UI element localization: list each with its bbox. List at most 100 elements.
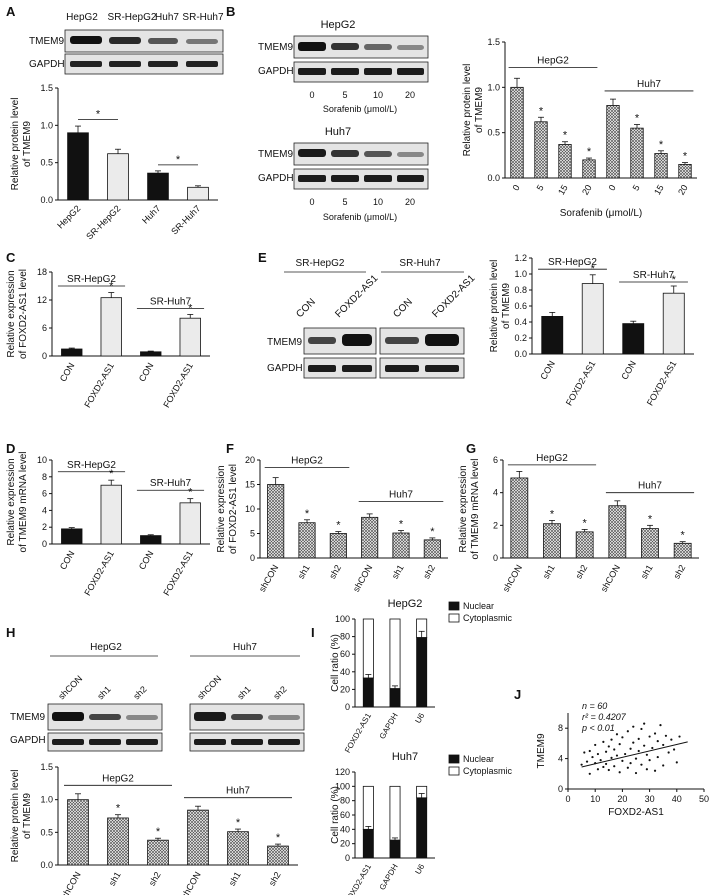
bar [641,528,659,559]
x-tick-label: GAPDH [378,862,400,891]
x-tick-label: 50 [699,794,709,804]
bar [187,186,209,201]
x-tick-label: 0 [565,794,570,804]
y-tick-label: 20 [340,684,350,694]
blot-band [89,714,121,720]
y-tick-label: 0 [345,853,350,863]
scatter-point [656,740,659,743]
scatter-point [651,746,654,750]
significance-star: * [563,130,568,142]
legend-label: Cytoplasmic [463,613,513,623]
x-tick-label: 20 [617,794,627,804]
x-tick-label: sh2 [147,870,163,888]
blot-b-huh7: Huh7 TMEM9 GAPDH 0 5 10 20 Sorafenib (μm… [258,126,429,222]
group-label: Huh7 [226,786,250,797]
bar [606,105,620,179]
scatter-point [643,722,646,725]
scatter-point [621,759,624,762]
blot-band [425,334,459,346]
panel-label-e: E [258,250,267,265]
bar [61,348,83,357]
bar-nuclear [362,677,374,708]
y-tick-label: 40 [340,667,350,677]
significance-star: * [236,817,241,829]
y-tick-label: 2 [493,520,498,530]
bar [392,532,410,559]
y-axis-label: Relative protein level [489,260,500,353]
blot-band [298,42,326,51]
y-tick-label: 8 [558,723,563,733]
x-tick-label: FOXD2-AS1 [161,361,195,409]
blot-group-label: Huh7 [233,642,257,653]
y-tick-label: 10 [245,504,255,514]
panel-label-j: J [514,687,521,702]
panel-label-h: H [6,625,15,640]
x-tick-label: FOXD2-AS1 [343,711,373,754]
bar [678,163,692,179]
y-tick-label: 100 [335,781,350,791]
group-label: SR-Huh7 [150,296,192,307]
legend-swatch [448,754,460,764]
y-axis-label: Relative protein level [10,98,21,191]
panel-label-d: D [6,441,15,456]
scatter-point [607,768,610,772]
scatter-point [580,763,583,766]
y-axis-label: of FOXD2-AS1 level [18,269,29,359]
scatter-point [643,744,646,747]
scatter-point [618,743,621,746]
y-axis-label: Relative protein level [10,770,21,863]
scatter-point [656,755,659,759]
scatter-point [667,751,670,754]
bar [510,86,524,179]
scatter-point [585,760,589,763]
bar-nuclear [416,637,428,708]
x-tick-label: sh2 [671,563,687,581]
scatter-point [670,738,673,741]
scatter-point [675,761,678,764]
x-tick-label: sh2 [421,563,437,581]
x-tick-label: 20 [676,183,690,197]
scatter-point [604,762,608,766]
blot-frame [64,53,224,75]
blot-xlabel: Sorafenib (μmol/L) [323,104,397,114]
y-tick-label: 0 [250,553,255,563]
legend-swatch [448,601,460,611]
significance-star: * [550,508,555,520]
bar [227,831,249,866]
blot-title: HepG2 [321,19,356,31]
chart-e: 0.0 0.2 0.4 0.6 0.8 1.0 1.2 Relative protein le… [489,253,694,407]
x-tick-label: 15 [652,183,666,197]
x-tick-label: FOXD2-AS1 [645,359,679,407]
y-tick-label: 20 [340,839,350,849]
blot-band [231,714,263,720]
group-label: Huh7 [637,79,661,90]
x-tick-label: CON [538,359,557,381]
bar [107,153,129,201]
significance-star: * [587,146,592,158]
y-tick-label: 0.0 [40,195,53,205]
blot-frame [293,35,429,59]
blot-frame [293,142,429,166]
blot-col-label: FOXD2-AS1 [430,273,477,320]
bar [534,121,548,179]
blot-band [397,152,424,157]
group-label: SR-HepG2 [548,257,597,268]
significance-star: * [430,526,435,538]
chart-c: 0 6 12 18 Relative expression of FOXD2-AS1 le… [6,267,210,409]
bar-cytoplasmic [362,785,374,830]
y-tick-label: 0.0 [514,349,527,359]
x-tick-label: U6 [413,862,426,876]
scatter-point [632,725,635,728]
y-tick-label: 0.5 [487,128,500,138]
bar [673,542,692,559]
chart-i-bottom: 0 20 40 60 80 100 120 Cell ratio (%) FOXD2-AS1 GA… [330,751,513,895]
scatter-point [610,756,613,759]
bar [622,323,645,355]
blot-band [364,151,392,157]
x-tick-label: sh1 [390,563,406,581]
group-label: Huh7 [389,490,413,501]
y-tick-label: 1.0 [514,269,527,279]
blot-band [89,739,121,745]
scatter-point [659,724,662,727]
blot-band [397,175,424,182]
